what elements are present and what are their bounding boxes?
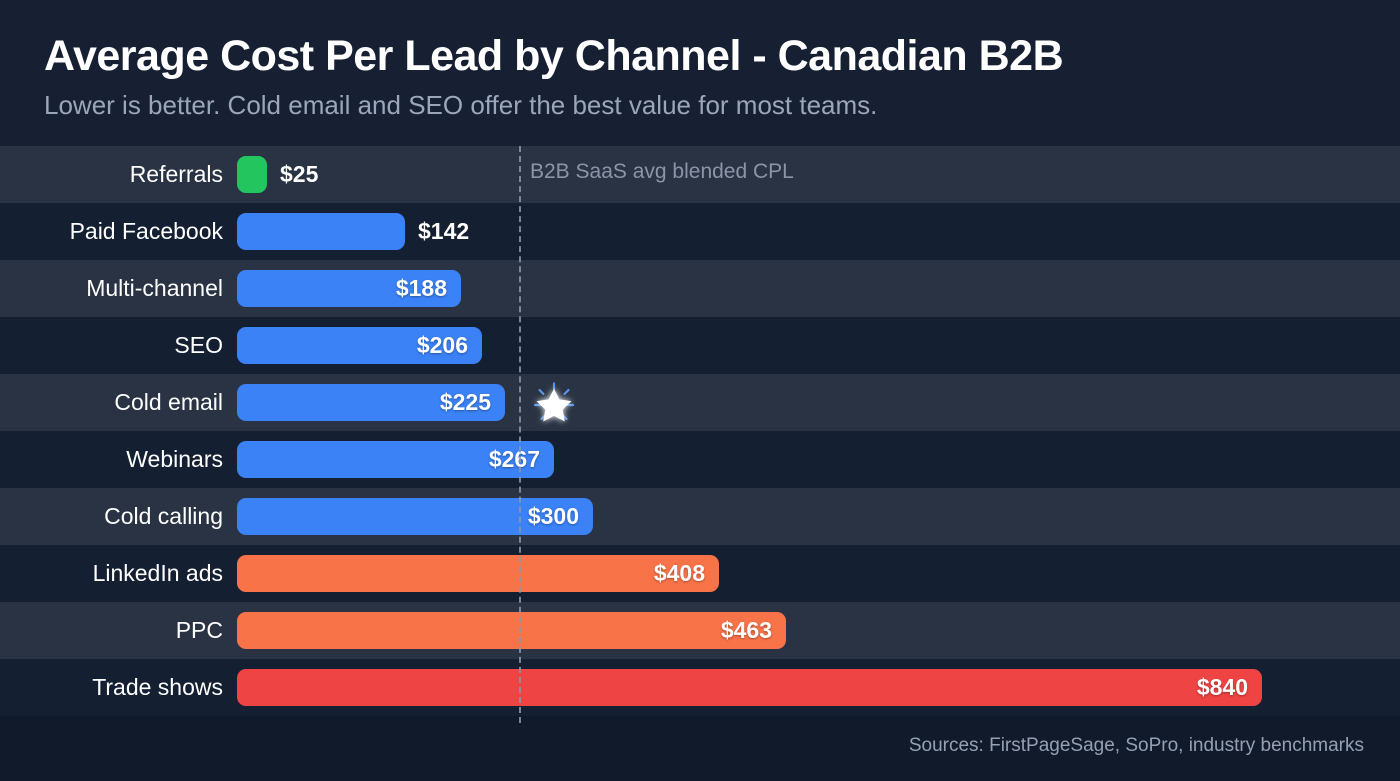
category-label: Cold calling: [104, 503, 223, 529]
chart-row[interactable]: Webinars $267: [0, 431, 1400, 488]
category-label: Trade shows: [92, 674, 223, 700]
chart-row[interactable]: LinkedIn ads $408: [0, 545, 1400, 602]
bar-value-label: $25: [280, 161, 319, 187]
bar[interactable]: $225: [237, 384, 505, 421]
chart-row[interactable]: Referrals $25: [0, 146, 1400, 203]
category-label: SEO: [174, 332, 223, 358]
source-note: Sources: FirstPageSage, SoPro, industry …: [908, 735, 1364, 756]
bar-value-label: $206: [416, 332, 468, 358]
bar[interactable]: $408: [237, 555, 719, 592]
bar[interactable]: [237, 156, 267, 193]
bar[interactable]: [237, 213, 405, 250]
bar[interactable]: $188: [237, 270, 461, 307]
chart-subtitle: Lower is better. Cold email and SEO offe…: [44, 90, 878, 120]
bar-value-label: $142: [418, 218, 470, 244]
plot-area: Referrals $25 Paid Facebook $142 Multi-chann…: [0, 146, 1400, 723]
bar-wrapper: $840: [237, 659, 1262, 716]
bar-wrapper: $206: [237, 317, 482, 374]
category-label: Multi-channel: [86, 275, 223, 301]
category-label: Cold email: [114, 389, 223, 415]
category-label: Paid Facebook: [69, 218, 223, 244]
bar-wrapper: $142: [237, 203, 469, 260]
bar-value-label: $300: [527, 503, 579, 529]
reference-line-label: B2B SaaS avg blended CPL: [530, 160, 794, 183]
page-title: Average Cost Per Lead by Channel - Canad…: [44, 32, 1064, 80]
bar[interactable]: $206: [237, 327, 482, 364]
chart-row[interactable]: Cold email $225: [0, 374, 1400, 431]
chart-row[interactable]: Cold calling $300: [0, 488, 1400, 545]
bar-value-label: $463: [720, 617, 772, 643]
bar-value-label: $188: [395, 275, 447, 301]
bar-wrapper: $300: [237, 488, 593, 545]
bar-wrapper: $225: [237, 374, 505, 431]
bar-value-label: $840: [1196, 674, 1248, 700]
chart-row[interactable]: SEO $206: [0, 317, 1400, 374]
chart-header: Average Cost Per Lead by Channel - Canad…: [0, 0, 1400, 146]
chart-row[interactable]: Multi-channel $188: [0, 260, 1400, 317]
category-label: Webinars: [126, 446, 223, 472]
bar-value-label: $225: [439, 389, 491, 415]
bar[interactable]: $267: [237, 441, 554, 478]
chart-row[interactable]: Paid Facebook $142: [0, 203, 1400, 260]
chart-row[interactable]: Trade shows $840: [0, 659, 1400, 716]
bar-value-label: $408: [653, 560, 705, 586]
chart-row[interactable]: PPC $463: [0, 602, 1400, 659]
bar-value-label: $267: [488, 446, 540, 472]
bar[interactable]: $300: [237, 498, 593, 535]
bar-wrapper: $25: [237, 146, 318, 203]
bar-wrapper: $267: [237, 431, 554, 488]
bar-wrapper: $463: [237, 602, 786, 659]
bar-wrapper: $408: [237, 545, 719, 602]
category-label: PPC: [175, 617, 223, 643]
star-icon: [531, 380, 577, 426]
bar[interactable]: $840: [237, 669, 1262, 706]
bar-wrapper: $188: [237, 260, 461, 317]
category-label: Referrals: [129, 161, 223, 187]
bar[interactable]: $463: [237, 612, 786, 649]
category-label: LinkedIn ads: [92, 560, 223, 586]
